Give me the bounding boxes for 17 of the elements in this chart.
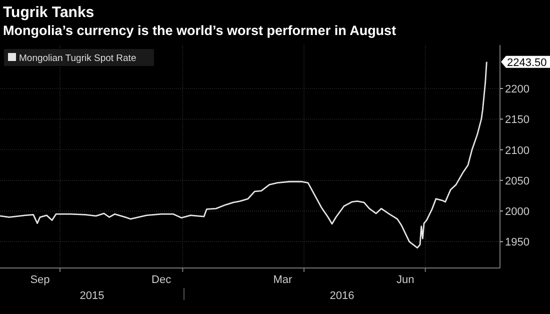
y-tick-label: 2200 (505, 83, 530, 96)
y-tick-label: 1950 (505, 236, 530, 249)
text: 2015 (80, 290, 104, 302)
annotation: 2243.50 (507, 56, 547, 69)
line-series (0, 61, 488, 248)
x-tick-label: Jun (396, 274, 414, 286)
y-tick-label: 2000 (505, 206, 530, 218)
text: 2016 (330, 290, 354, 302)
x-tick-label: Dec (152, 274, 172, 286)
y-tick-label: 2100 (505, 144, 530, 157)
chart-subtitle: Mongolia’s currency is the world’s worst performer in August (3, 23, 397, 38)
legend-label: Mongolian Tugrik Spot Rate (19, 53, 136, 64)
x-tick-label: Sep (30, 274, 50, 286)
y-tick-label: 2150 (505, 114, 530, 126)
chart-title: Tugrik Tanks (3, 4, 94, 21)
y-tick-label: 2050 (505, 175, 530, 188)
x-tick-label: Mar (273, 274, 292, 286)
